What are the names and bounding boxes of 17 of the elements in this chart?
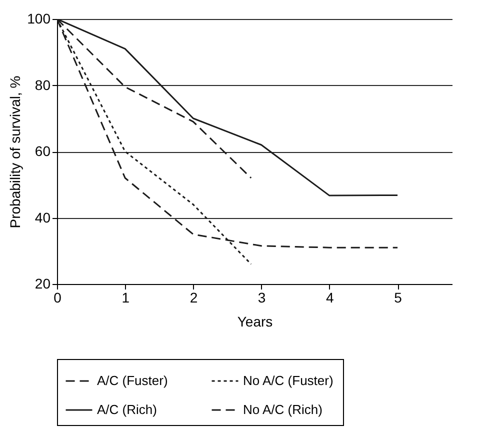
y-axis-title: Probability of survival, % [7,76,24,228]
y-tick-label: 40 [34,209,51,226]
x-tick-label: 3 [258,290,266,306]
y-tick-label: 60 [34,143,51,159]
legend-label: A/C (Rich) [97,402,157,417]
y-tick-label: 100 [27,10,51,26]
x-axis-title: Years [237,314,273,330]
legend-label: A/C (Fuster) [97,373,168,388]
x-tick-label: 2 [190,290,198,306]
x-tick-label: 1 [122,290,130,306]
x-tick-label: 5 [394,290,402,306]
legend-label: No A/C (Fuster) [243,373,334,388]
legend-label: No A/C (Rich) [243,402,322,417]
x-tick-label: 4 [326,290,334,306]
y-tick-label: 20 [34,276,51,292]
y-tick-label: 80 [34,76,51,93]
x-tick-label: 0 [54,290,62,306]
